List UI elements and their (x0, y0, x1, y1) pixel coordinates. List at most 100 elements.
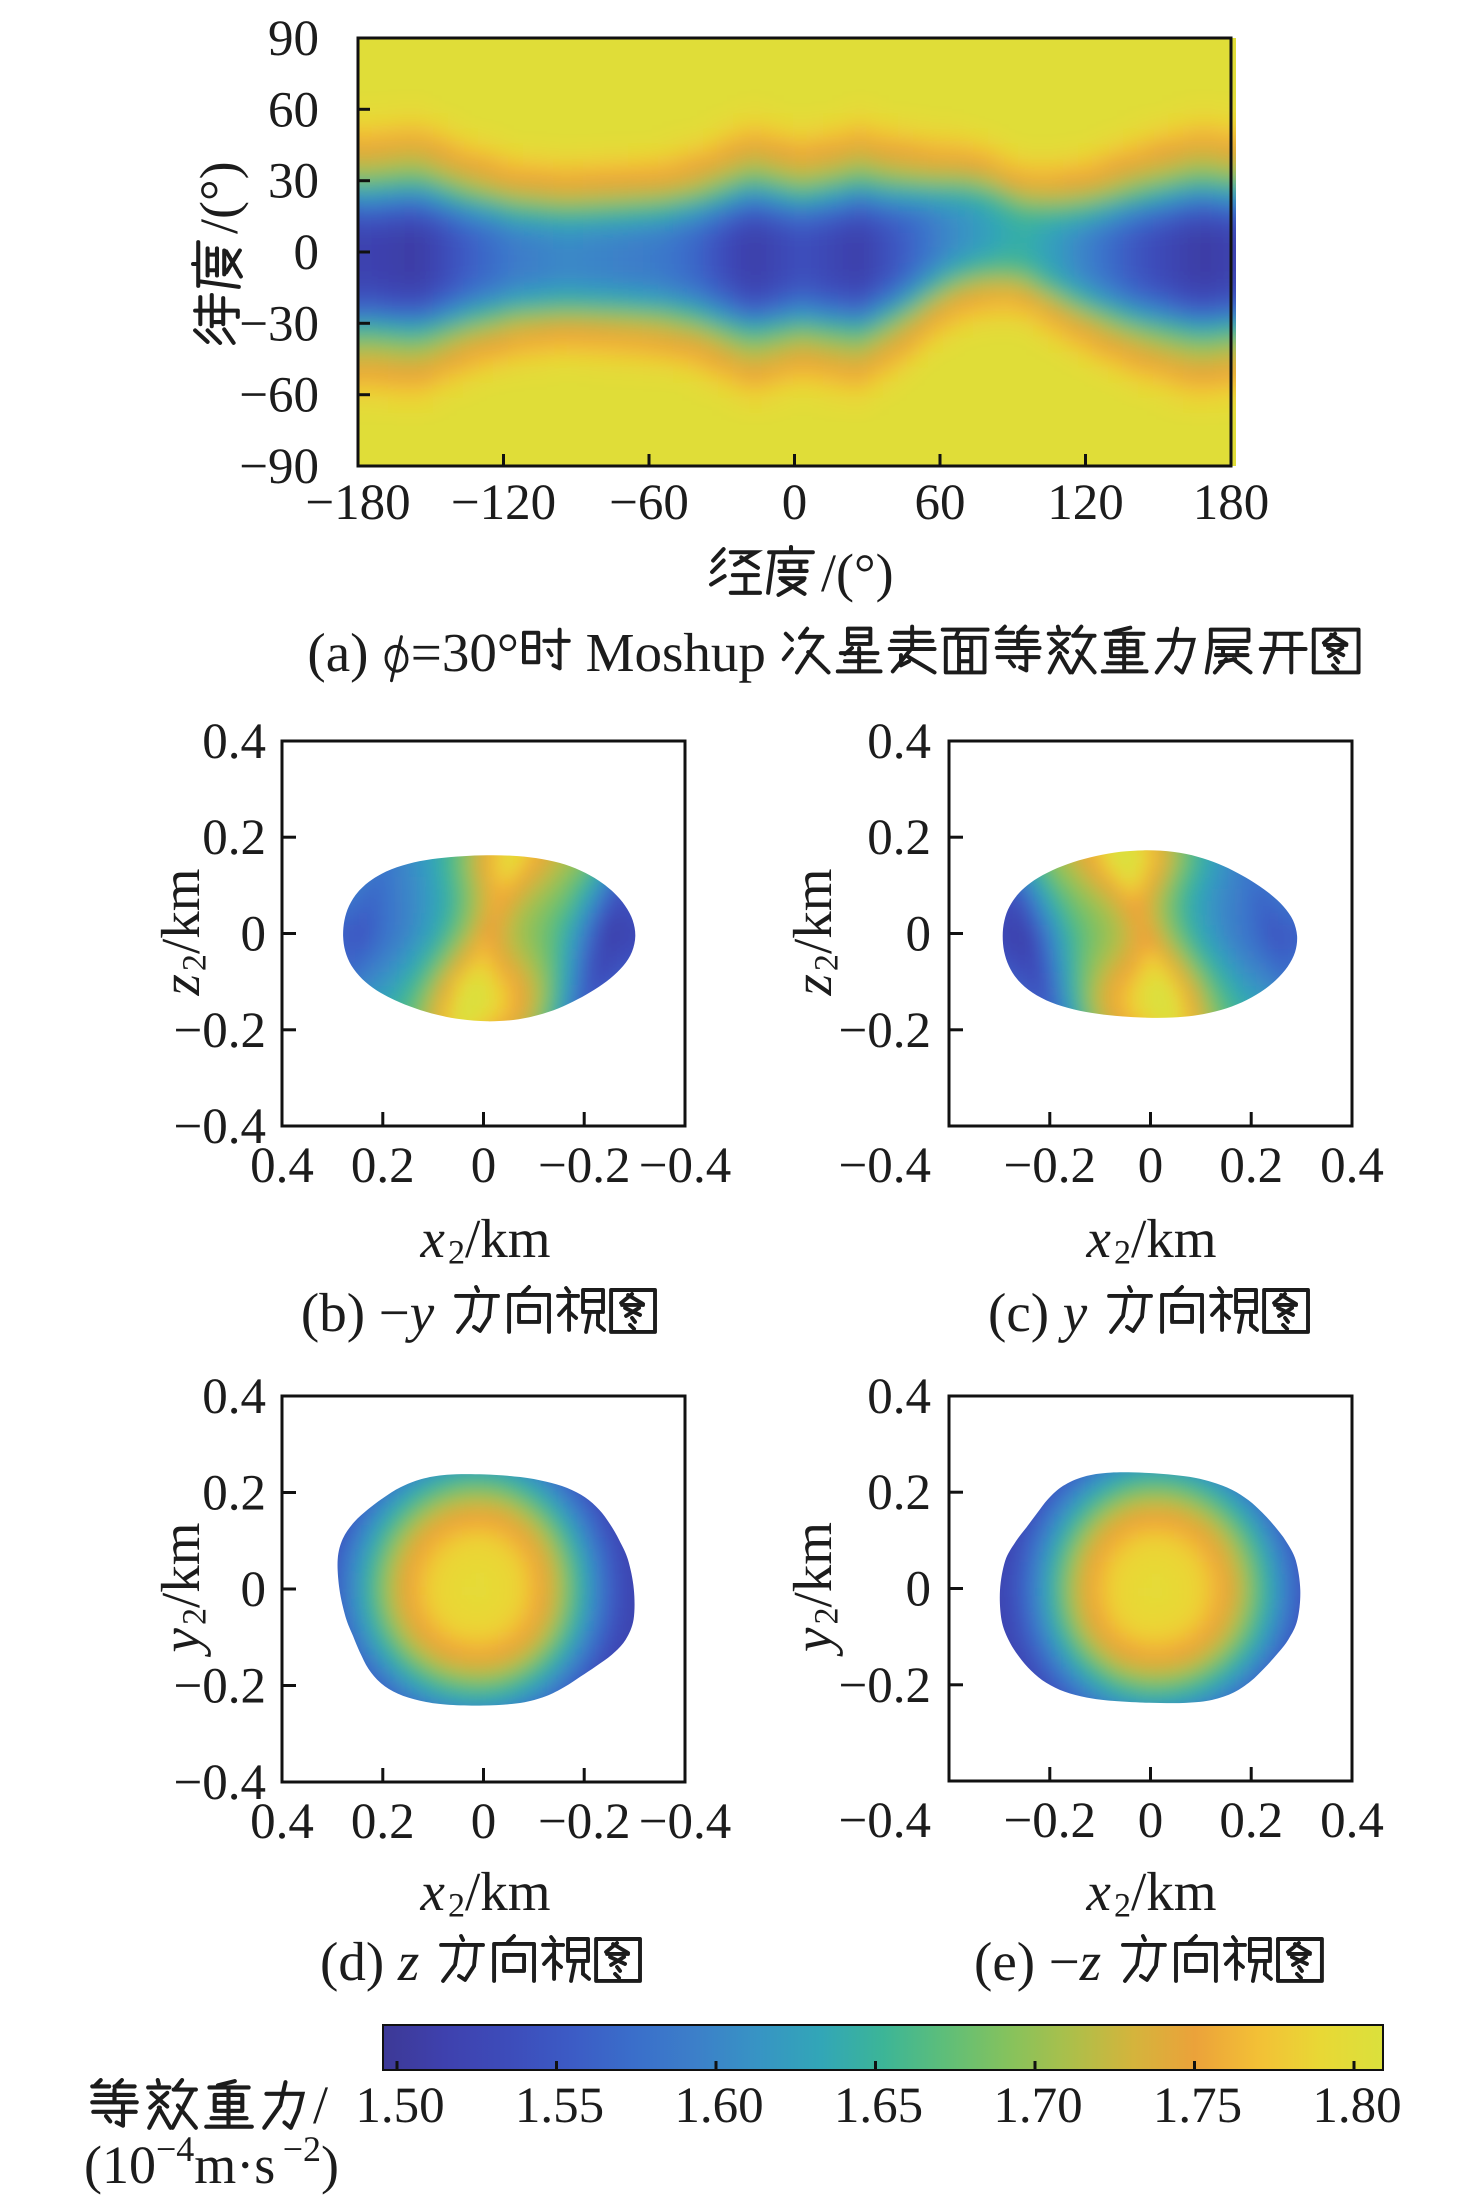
svg-text:−90: −90 (239, 439, 319, 495)
svg-text:60: 60 (915, 475, 966, 531)
svg-text:/km: /km (782, 1522, 843, 1608)
svg-text:0: 0 (241, 1562, 267, 1618)
svg-text:1.60: 1.60 (674, 2078, 763, 2134)
svg-text:−0.2: −0.2 (173, 1659, 266, 1715)
svg-text:2: 2 (1114, 1887, 1131, 1924)
svg-text:0.2: 0.2 (1219, 1793, 1283, 1849)
svg-text:(a): (a) (307, 622, 368, 683)
svg-text:(10: (10 (84, 2135, 156, 2195)
svg-text:0.4: 0.4 (867, 714, 931, 770)
svg-text:z: z (397, 1931, 419, 1992)
svg-text:0.4: 0.4 (1320, 1138, 1384, 1194)
svg-text:−4: −4 (156, 2129, 194, 2169)
svg-text:90: 90 (268, 11, 319, 67)
svg-text:/km: /km (465, 1861, 551, 1922)
svg-text:2: 2 (448, 1887, 465, 1924)
svg-text:2: 2 (177, 954, 214, 971)
svg-text:=30°: =30° (411, 622, 519, 683)
svg-text:−0.2: −0.2 (1004, 1793, 1097, 1849)
svg-text:−0.4: −0.4 (838, 1138, 931, 1194)
svg-text:): ) (321, 2135, 339, 2195)
svg-text:−0.4: −0.4 (173, 1099, 266, 1155)
svg-text:0: 0 (471, 1794, 497, 1850)
svg-text:−0.4: −0.4 (639, 1794, 732, 1850)
svg-text:1.80: 1.80 (1312, 2078, 1401, 2134)
svg-text:2: 2 (1114, 1234, 1131, 1271)
svg-text:0.2: 0.2 (351, 1794, 415, 1850)
svg-text:0.2: 0.2 (867, 810, 931, 866)
svg-text:/km: /km (150, 1522, 211, 1608)
svg-text:Moshup: Moshup (586, 622, 766, 683)
svg-text:/km: /km (150, 868, 211, 954)
svg-text:−0.2: −0.2 (838, 1003, 931, 1059)
svg-text:0: 0 (782, 475, 808, 531)
svg-text:0.4: 0.4 (867, 1369, 931, 1425)
svg-text:120: 120 (1047, 475, 1124, 531)
svg-text:m·s: m·s (194, 2135, 275, 2195)
svg-text:0.4: 0.4 (202, 714, 266, 770)
svg-text:180: 180 (1193, 475, 1270, 531)
svg-text:1.50: 1.50 (355, 2078, 444, 2134)
svg-text:2: 2 (809, 954, 846, 971)
svg-text:z: z (150, 974, 211, 996)
svg-text:−: − (379, 1282, 410, 1343)
svg-text:−30: −30 (239, 296, 319, 352)
svg-text:0.4: 0.4 (250, 1138, 314, 1194)
svg-text:0.2: 0.2 (351, 1138, 415, 1194)
svg-text:x: x (1086, 1861, 1112, 1922)
svg-text:y: y (782, 1627, 843, 1657)
svg-text:y: y (150, 1628, 211, 1658)
svg-text:2: 2 (809, 1607, 846, 1624)
svg-text:−0.2: −0.2 (1004, 1138, 1097, 1194)
svg-text:0.4: 0.4 (1320, 1793, 1384, 1849)
svg-text:y: y (1058, 1282, 1088, 1343)
svg-text:(c): (c) (988, 1282, 1049, 1343)
svg-text:/km: /km (1131, 1208, 1217, 1269)
svg-text:(e): (e) (974, 1931, 1035, 1992)
svg-text:/km: /km (782, 868, 843, 954)
svg-text:x: x (420, 1861, 446, 1922)
svg-text:z: z (1079, 1931, 1101, 1992)
svg-text:0: 0 (1138, 1793, 1164, 1849)
svg-text:−0.2: −0.2 (173, 1003, 266, 1059)
svg-text:2: 2 (177, 1608, 214, 1625)
svg-text:0: 0 (906, 1562, 932, 1618)
svg-text:0.2: 0.2 (202, 1466, 266, 1522)
svg-text:/km: /km (465, 1208, 551, 1269)
svg-text:0.2: 0.2 (1219, 1138, 1283, 1194)
svg-text:−60: −60 (239, 368, 319, 424)
svg-text:z: z (782, 974, 843, 996)
svg-text:0: 0 (906, 907, 932, 963)
svg-text:−180: −180 (305, 475, 410, 531)
svg-text:1.70: 1.70 (993, 2078, 1082, 2134)
svg-text:−0.4: −0.4 (838, 1793, 931, 1849)
svg-text:−: − (1049, 1931, 1080, 1992)
svg-text:1.75: 1.75 (1153, 2078, 1242, 2134)
svg-text:30: 30 (268, 154, 319, 210)
svg-text:2: 2 (448, 1234, 465, 1271)
svg-text:1.55: 1.55 (515, 2078, 604, 2134)
svg-text:0.4: 0.4 (250, 1794, 314, 1850)
svg-text:0: 0 (1138, 1138, 1164, 1194)
svg-text:x: x (420, 1208, 446, 1269)
svg-text:−0.2: −0.2 (538, 1138, 631, 1194)
svg-text:0: 0 (294, 225, 320, 281)
svg-text:/(°): /(°) (821, 543, 894, 603)
svg-text:60: 60 (268, 82, 319, 138)
svg-text:0.2: 0.2 (202, 810, 266, 866)
svg-text:y: y (405, 1282, 435, 1343)
svg-text:0.2: 0.2 (867, 1465, 931, 1521)
svg-text:/(°): /(°) (189, 161, 249, 234)
svg-text:−120: −120 (451, 475, 556, 531)
svg-text:(d): (d) (320, 1931, 384, 1992)
svg-text:(b): (b) (301, 1282, 365, 1343)
svg-text:−60: −60 (609, 475, 689, 531)
svg-text:0.4: 0.4 (202, 1369, 266, 1425)
svg-text:1.65: 1.65 (834, 2078, 923, 2134)
svg-text:−0.4: −0.4 (173, 1755, 266, 1811)
svg-text:−0.2: −0.2 (838, 1658, 931, 1714)
svg-text:/km: /km (1131, 1861, 1217, 1922)
svg-text:−2: −2 (283, 2129, 321, 2169)
svg-text:0: 0 (241, 907, 267, 963)
svg-text:/: / (313, 2075, 328, 2135)
